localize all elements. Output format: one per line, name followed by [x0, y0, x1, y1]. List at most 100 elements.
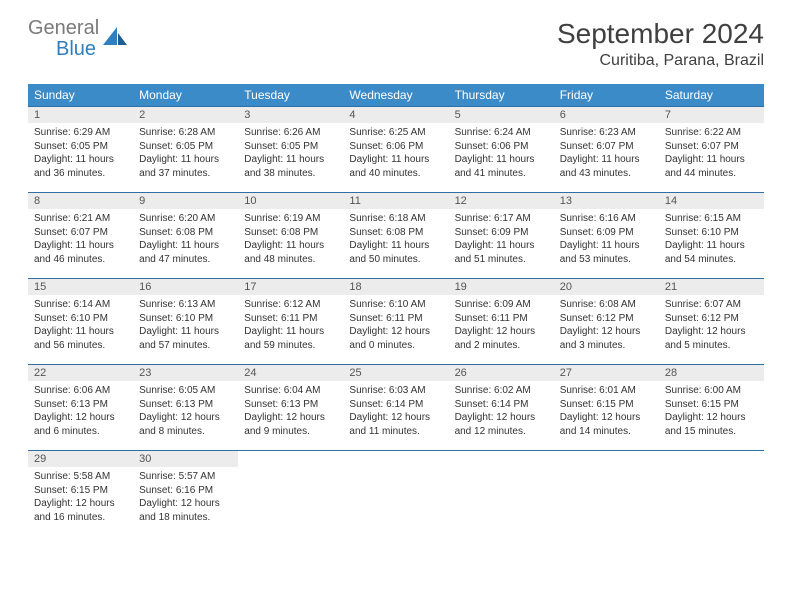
calendar-cell: 28Sunrise: 6:00 AMSunset: 6:15 PMDayligh…: [659, 365, 764, 451]
logo-text: General Blue: [28, 18, 99, 60]
day-number: 20: [554, 279, 659, 295]
calendar-cell: 16Sunrise: 6:13 AMSunset: 6:10 PMDayligh…: [133, 279, 238, 365]
day-number: 4: [343, 107, 448, 123]
calendar-row: 1Sunrise: 6:29 AMSunset: 6:05 PMDaylight…: [28, 107, 764, 193]
calendar-cell: 26Sunrise: 6:02 AMSunset: 6:14 PMDayligh…: [449, 365, 554, 451]
calendar-cell: 22Sunrise: 6:06 AMSunset: 6:13 PMDayligh…: [28, 365, 133, 451]
weekday-header: Saturday: [659, 84, 764, 107]
day-body: Sunrise: 6:10 AMSunset: 6:11 PMDaylight:…: [343, 295, 448, 356]
day-body: Sunrise: 6:22 AMSunset: 6:07 PMDaylight:…: [659, 123, 764, 184]
day-body: Sunrise: 6:19 AMSunset: 6:08 PMDaylight:…: [238, 209, 343, 270]
calendar-cell: 1Sunrise: 6:29 AMSunset: 6:05 PMDaylight…: [28, 107, 133, 193]
day-body: Sunrise: 6:16 AMSunset: 6:09 PMDaylight:…: [554, 209, 659, 270]
day-body: Sunrise: 6:24 AMSunset: 6:06 PMDaylight:…: [449, 123, 554, 184]
day-body: Sunrise: 6:06 AMSunset: 6:13 PMDaylight:…: [28, 381, 133, 442]
day-body: Sunrise: 6:02 AMSunset: 6:14 PMDaylight:…: [449, 381, 554, 442]
day-number: 12: [449, 193, 554, 209]
calendar-cell: 11Sunrise: 6:18 AMSunset: 6:08 PMDayligh…: [343, 193, 448, 279]
calendar-row: 15Sunrise: 6:14 AMSunset: 6:10 PMDayligh…: [28, 279, 764, 365]
calendar-cell: 14Sunrise: 6:15 AMSunset: 6:10 PMDayligh…: [659, 193, 764, 279]
day-number: 30: [133, 451, 238, 467]
weekday-header: Friday: [554, 84, 659, 107]
day-number: 16: [133, 279, 238, 295]
day-number: 3: [238, 107, 343, 123]
day-number: 9: [133, 193, 238, 209]
day-body: Sunrise: 6:26 AMSunset: 6:05 PMDaylight:…: [238, 123, 343, 184]
day-body: Sunrise: 6:17 AMSunset: 6:09 PMDaylight:…: [449, 209, 554, 270]
day-number: 1: [28, 107, 133, 123]
day-body: Sunrise: 6:29 AMSunset: 6:05 PMDaylight:…: [28, 123, 133, 184]
calendar-table: SundayMondayTuesdayWednesdayThursdayFrid…: [28, 84, 764, 537]
calendar-cell: 10Sunrise: 6:19 AMSunset: 6:08 PMDayligh…: [238, 193, 343, 279]
weekday-header: Monday: [133, 84, 238, 107]
day-number: 5: [449, 107, 554, 123]
day-number: 15: [28, 279, 133, 295]
day-body: Sunrise: 6:05 AMSunset: 6:13 PMDaylight:…: [133, 381, 238, 442]
calendar-cell: [659, 451, 764, 537]
weekday-header: Sunday: [28, 84, 133, 107]
day-number: 8: [28, 193, 133, 209]
logo-word1: General: [28, 17, 99, 39]
weekday-header: Tuesday: [238, 84, 343, 107]
day-number: 17: [238, 279, 343, 295]
day-body: Sunrise: 6:01 AMSunset: 6:15 PMDaylight:…: [554, 381, 659, 442]
day-body: Sunrise: 6:18 AMSunset: 6:08 PMDaylight:…: [343, 209, 448, 270]
calendar-cell: [238, 451, 343, 537]
day-number: 2: [133, 107, 238, 123]
day-number: 10: [238, 193, 343, 209]
calendar-cell: 7Sunrise: 6:22 AMSunset: 6:07 PMDaylight…: [659, 107, 764, 193]
logo-sail-icon: [103, 27, 127, 45]
day-number: 22: [28, 365, 133, 381]
day-number: 6: [554, 107, 659, 123]
day-body: Sunrise: 6:28 AMSunset: 6:05 PMDaylight:…: [133, 123, 238, 184]
day-number: 28: [659, 365, 764, 381]
month-title: September 2024: [557, 18, 764, 50]
calendar-cell: 6Sunrise: 6:23 AMSunset: 6:07 PMDaylight…: [554, 107, 659, 193]
day-number: 25: [343, 365, 448, 381]
day-body: Sunrise: 5:58 AMSunset: 6:15 PMDaylight:…: [28, 467, 133, 528]
day-body: Sunrise: 6:15 AMSunset: 6:10 PMDaylight:…: [659, 209, 764, 270]
calendar-cell: 3Sunrise: 6:26 AMSunset: 6:05 PMDaylight…: [238, 107, 343, 193]
day-body: Sunrise: 6:14 AMSunset: 6:10 PMDaylight:…: [28, 295, 133, 356]
day-body: Sunrise: 6:08 AMSunset: 6:12 PMDaylight:…: [554, 295, 659, 356]
calendar-cell: 30Sunrise: 5:57 AMSunset: 6:16 PMDayligh…: [133, 451, 238, 537]
day-body: Sunrise: 6:12 AMSunset: 6:11 PMDaylight:…: [238, 295, 343, 356]
day-number: 26: [449, 365, 554, 381]
title-block: September 2024 Curitiba, Parana, Brazil: [557, 18, 764, 70]
calendar-row: 22Sunrise: 6:06 AMSunset: 6:13 PMDayligh…: [28, 365, 764, 451]
day-body: Sunrise: 6:00 AMSunset: 6:15 PMDaylight:…: [659, 381, 764, 442]
weekday-row: SundayMondayTuesdayWednesdayThursdayFrid…: [28, 84, 764, 107]
calendar-cell: 2Sunrise: 6:28 AMSunset: 6:05 PMDaylight…: [133, 107, 238, 193]
day-body: Sunrise: 6:04 AMSunset: 6:13 PMDaylight:…: [238, 381, 343, 442]
day-body: Sunrise: 6:07 AMSunset: 6:12 PMDaylight:…: [659, 295, 764, 356]
calendar-row: 29Sunrise: 5:58 AMSunset: 6:15 PMDayligh…: [28, 451, 764, 537]
calendar-cell: 5Sunrise: 6:24 AMSunset: 6:06 PMDaylight…: [449, 107, 554, 193]
calendar-row: 8Sunrise: 6:21 AMSunset: 6:07 PMDaylight…: [28, 193, 764, 279]
calendar-cell: 4Sunrise: 6:25 AMSunset: 6:06 PMDaylight…: [343, 107, 448, 193]
calendar-cell: [449, 451, 554, 537]
day-number: 27: [554, 365, 659, 381]
day-number: 18: [343, 279, 448, 295]
day-number: 14: [659, 193, 764, 209]
calendar-cell: 20Sunrise: 6:08 AMSunset: 6:12 PMDayligh…: [554, 279, 659, 365]
day-number: 24: [238, 365, 343, 381]
weekday-header: Thursday: [449, 84, 554, 107]
day-number: 7: [659, 107, 764, 123]
calendar-cell: 24Sunrise: 6:04 AMSunset: 6:13 PMDayligh…: [238, 365, 343, 451]
calendar-cell: 25Sunrise: 6:03 AMSunset: 6:14 PMDayligh…: [343, 365, 448, 451]
calendar-cell: [554, 451, 659, 537]
day-body: Sunrise: 6:25 AMSunset: 6:06 PMDaylight:…: [343, 123, 448, 184]
day-number: 29: [28, 451, 133, 467]
calendar-cell: 8Sunrise: 6:21 AMSunset: 6:07 PMDaylight…: [28, 193, 133, 279]
calendar-cell: 17Sunrise: 6:12 AMSunset: 6:11 PMDayligh…: [238, 279, 343, 365]
calendar-cell: [343, 451, 448, 537]
calendar-cell: 27Sunrise: 6:01 AMSunset: 6:15 PMDayligh…: [554, 365, 659, 451]
weekday-header: Wednesday: [343, 84, 448, 107]
calendar-cell: 19Sunrise: 6:09 AMSunset: 6:11 PMDayligh…: [449, 279, 554, 365]
logo-word2: Blue: [56, 38, 96, 60]
day-body: Sunrise: 6:13 AMSunset: 6:10 PMDaylight:…: [133, 295, 238, 356]
header: General Blue September 2024 Curitiba, Pa…: [28, 18, 764, 70]
day-body: Sunrise: 6:20 AMSunset: 6:08 PMDaylight:…: [133, 209, 238, 270]
day-number: 21: [659, 279, 764, 295]
day-number: 11: [343, 193, 448, 209]
